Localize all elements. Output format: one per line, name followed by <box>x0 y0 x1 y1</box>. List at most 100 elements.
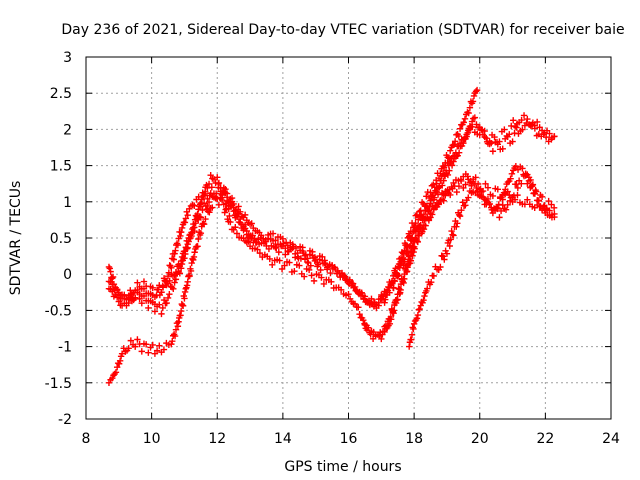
data-point-marker <box>381 328 388 336</box>
data-point-marker <box>192 219 199 227</box>
data-point-marker <box>186 272 193 280</box>
data-point-marker <box>331 264 338 271</box>
data-point-marker <box>158 288 165 296</box>
data-point-marker <box>311 254 319 261</box>
data-point-marker <box>473 121 480 128</box>
data-point-marker <box>177 228 185 236</box>
data-point-marker <box>502 186 509 193</box>
data-point-marker <box>507 175 514 182</box>
data-point-marker <box>421 202 429 210</box>
data-point-marker <box>241 211 249 219</box>
data-point-marker <box>412 212 419 219</box>
data-point-marker <box>204 208 212 215</box>
data-point-marker <box>514 184 522 192</box>
data-point-marker <box>110 280 118 288</box>
data-point-marker <box>410 248 417 256</box>
data-point-marker <box>548 201 555 208</box>
data-point-marker <box>158 310 165 318</box>
data-point-marker <box>499 145 506 153</box>
data-point-marker <box>444 171 452 179</box>
data-point-marker <box>132 294 139 301</box>
data-point-marker <box>450 141 458 148</box>
data-point-marker <box>383 291 390 299</box>
data-point-marker <box>481 196 488 203</box>
data-point-marker <box>401 275 408 283</box>
data-point-marker <box>115 298 123 305</box>
data-point-marker <box>340 272 348 279</box>
data-point-marker <box>199 206 206 214</box>
data-point-marker <box>151 293 159 301</box>
data-point-marker <box>446 242 453 250</box>
data-point-marker <box>474 188 481 195</box>
data-point-marker <box>109 273 117 281</box>
data-point-marker <box>508 170 516 178</box>
data-point-marker <box>453 223 460 230</box>
data-point-marker <box>149 299 156 306</box>
data-point-marker <box>464 129 471 137</box>
data-point-marker <box>386 289 393 296</box>
data-point-marker <box>405 253 413 260</box>
data-point-marker <box>296 262 303 269</box>
data-point-marker <box>222 189 229 196</box>
data-point-marker <box>489 148 497 155</box>
data-point-marker <box>403 243 411 250</box>
data-point-marker <box>458 206 465 214</box>
data-point-marker <box>227 218 234 226</box>
data-point-marker <box>321 257 328 264</box>
data-point-marker <box>469 98 477 105</box>
data-point-marker <box>292 244 300 252</box>
data-point-marker <box>168 340 175 348</box>
data-point-marker <box>455 132 463 140</box>
data-point-marker <box>390 277 398 284</box>
data-point-marker <box>439 253 447 260</box>
data-point-marker <box>171 279 178 286</box>
data-point-marker <box>212 194 220 201</box>
data-point-marker <box>272 237 279 244</box>
data-point-marker <box>462 202 469 209</box>
data-point-marker <box>248 220 255 227</box>
data-point-marker <box>404 261 412 268</box>
data-point-marker <box>532 188 540 195</box>
data-point-marker <box>510 117 517 124</box>
data-point-marker <box>409 324 416 331</box>
data-point-marker <box>448 162 456 169</box>
x-tick-label: 24 <box>602 431 620 447</box>
data-point-marker <box>109 288 116 295</box>
data-point-marker <box>488 140 495 147</box>
data-point-marker <box>468 182 475 190</box>
data-point-marker <box>140 278 148 285</box>
data-point-marker <box>348 280 355 287</box>
data-point-marker <box>540 203 547 210</box>
data-point-marker <box>396 285 403 293</box>
data-point-marker <box>494 205 501 213</box>
data-point-marker <box>358 289 365 297</box>
data-point-marker <box>106 265 113 272</box>
data-point-marker <box>529 182 536 190</box>
data-point-marker <box>460 184 467 192</box>
data-point-marker <box>176 270 184 277</box>
data-point-marker <box>172 276 180 283</box>
grid-lines <box>86 57 611 419</box>
data-point-marker <box>483 134 490 142</box>
data-point-marker <box>237 219 244 226</box>
data-point-marker <box>191 227 198 235</box>
data-point-marker <box>256 249 264 257</box>
data-point-marker <box>168 264 175 271</box>
data-point-marker <box>489 192 497 200</box>
data-point-marker <box>138 285 145 292</box>
data-point-marker <box>481 127 488 135</box>
data-point-marker <box>473 184 480 192</box>
data-point-marker <box>381 288 388 295</box>
data-point-marker <box>308 272 315 279</box>
data-point-marker <box>112 369 120 376</box>
y-tick-label: -1 <box>58 340 72 356</box>
data-point-marker <box>424 285 431 292</box>
data-point-marker <box>320 280 328 288</box>
data-point-marker <box>486 200 493 208</box>
data-point-marker <box>291 267 298 275</box>
data-point-marker <box>425 194 433 202</box>
data-point-marker <box>226 212 233 220</box>
data-point-marker <box>465 109 472 117</box>
data-point-marker <box>127 337 135 344</box>
data-point-marker <box>396 260 404 268</box>
